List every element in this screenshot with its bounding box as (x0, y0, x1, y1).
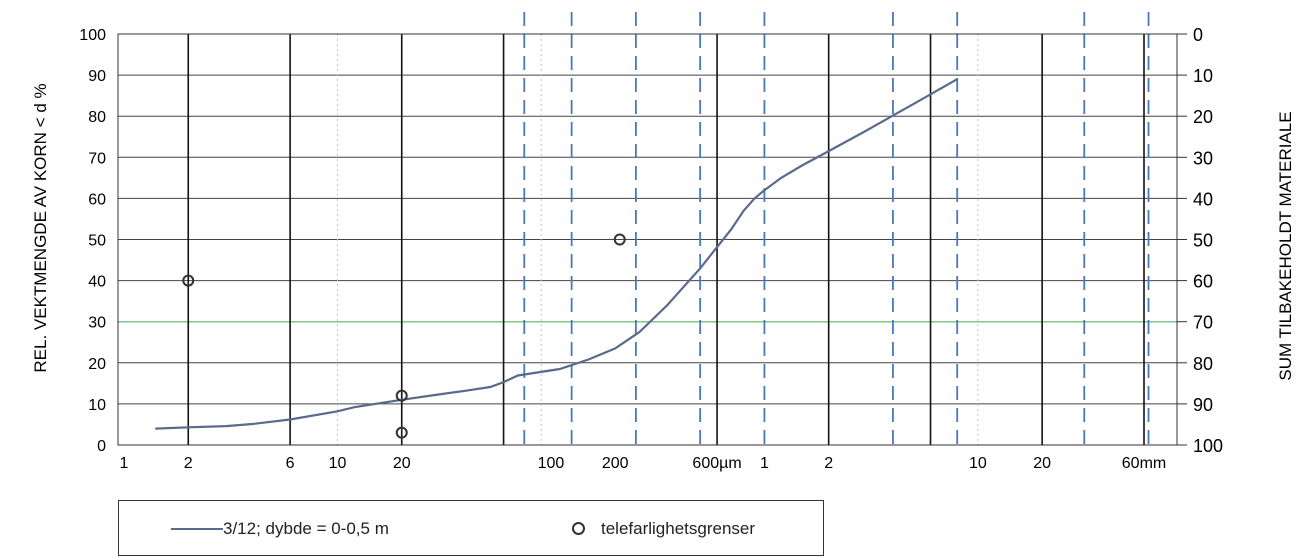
left-y-tick-label: 10 (88, 397, 106, 414)
telefarlighet-markers (182, 233, 626, 439)
right-y-tick-label: 100 (1193, 436, 1223, 456)
right-y-tick-label: 30 (1193, 148, 1213, 168)
x-tick-label: 60mm (1122, 455, 1166, 472)
x-tick-label: 600µm (692, 455, 741, 472)
right-y-axis-label: SUM TILBAKEHOLDT MATERIALE (1276, 111, 1295, 380)
telefarlighet-marker-icon (395, 389, 408, 402)
x-tick-label: 6 (286, 455, 295, 472)
x-tick-labels: 1 2 6 10 20 100 200 600µm 1 2 10 20 60mm (120, 455, 1167, 472)
grading-curve-line (155, 78, 958, 430)
right-y-tick-label: 0 (1193, 25, 1203, 45)
vertical-reference-lines (187, 12, 1150, 445)
left-y-tick-label: 70 (88, 150, 106, 167)
telefarlighet-marker-icon (395, 426, 408, 439)
x-tick-label: 1 (760, 455, 769, 472)
right-y-tick-label: 90 (1193, 395, 1213, 415)
x-tick-label: 10 (329, 455, 347, 472)
right-y-tick-label: 20 (1193, 107, 1213, 127)
left-y-tick-label: 50 (88, 233, 106, 250)
x-tick-label: 1 (120, 455, 129, 472)
left-y-tick-label: 60 (88, 191, 106, 208)
telefarlighet-marker-icon (613, 233, 626, 246)
left-y-tick-label: 30 (88, 315, 106, 332)
legend: 3/12; dybde = 0-0,5 m telefarlighetsgren… (118, 500, 824, 556)
legend-circle-marker-icon (572, 522, 585, 535)
left-y-tick-label: 20 (88, 356, 106, 373)
left-y-tick-label: 40 (88, 274, 106, 291)
left-y-tick-label: 80 (88, 109, 106, 126)
right-y-tick-label: 70 (1193, 313, 1213, 333)
legend-marker-label: telefarlighetsgrenser (601, 519, 756, 538)
x-tick-label: 2 (824, 455, 833, 472)
x-tick-label: 2 (184, 455, 193, 472)
legend-line-swatch (171, 528, 223, 530)
x-tick-label: 100 (538, 455, 565, 472)
left-y-tick-label: 90 (88, 68, 106, 85)
left-y-tick-label: 100 (79, 27, 106, 44)
x-tick-label: 20 (393, 455, 411, 472)
x-tick-label: 10 (969, 455, 987, 472)
right-y-tick-label: 50 (1193, 231, 1213, 251)
telefarlighet-marker-icon (182, 274, 195, 287)
left-y-axis-label: REL. VEKTMENGDE AV KORN < d % (31, 83, 50, 372)
right-y-tick-label: 80 (1193, 354, 1213, 374)
right-y-tick-label: 60 (1193, 272, 1213, 292)
right-y-tick-label: 40 (1193, 189, 1213, 209)
x-tick-label: 20 (1033, 455, 1051, 472)
left-y-tick-label: 0 (97, 438, 106, 455)
horizontal-gridlines (118, 33, 1177, 446)
left-y-ticks: 0 10 20 30 40 50 60 70 80 90 100 (79, 27, 106, 455)
legend-series-label: 3/12; dybde = 0-0,5 m (223, 519, 389, 538)
x-tick-label: 200 (602, 455, 629, 472)
right-y-tick-label: 10 (1193, 66, 1213, 86)
